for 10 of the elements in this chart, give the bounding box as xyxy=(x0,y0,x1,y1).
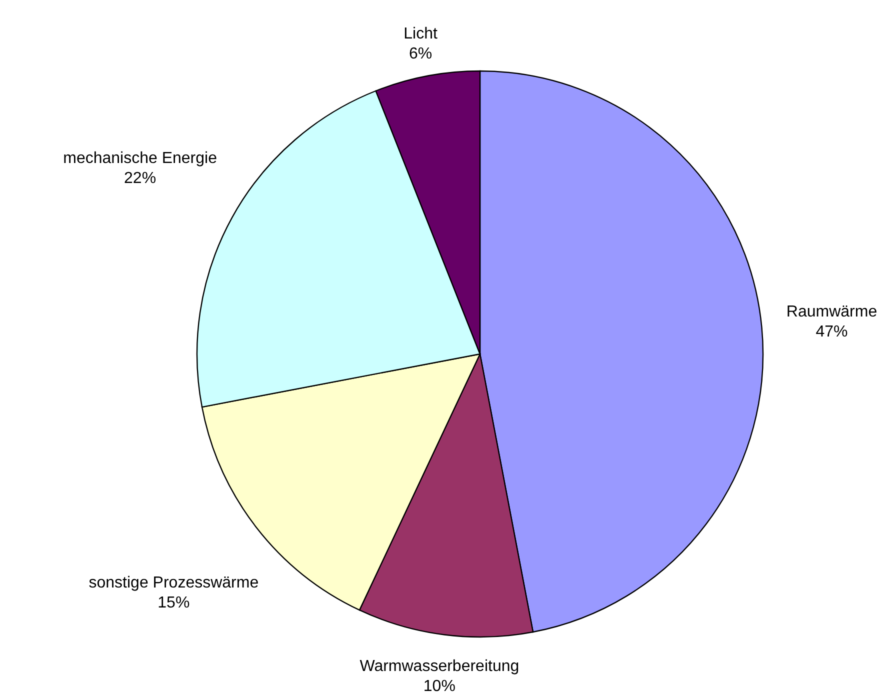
data-label: 47% xyxy=(816,324,848,341)
slice-label: Raumwärme xyxy=(786,304,878,321)
slice-label: sonstige Prozesswärme xyxy=(88,574,259,592)
data-label: 22% xyxy=(124,170,156,188)
data-label: 15% xyxy=(158,594,190,612)
slice-label: Warmwasserbereitung xyxy=(360,658,520,676)
slice-label: mechanische Energie xyxy=(63,150,218,168)
slice-label: Licht xyxy=(404,25,438,42)
data-label: 6% xyxy=(408,45,432,62)
data-label: 10% xyxy=(423,678,456,694)
